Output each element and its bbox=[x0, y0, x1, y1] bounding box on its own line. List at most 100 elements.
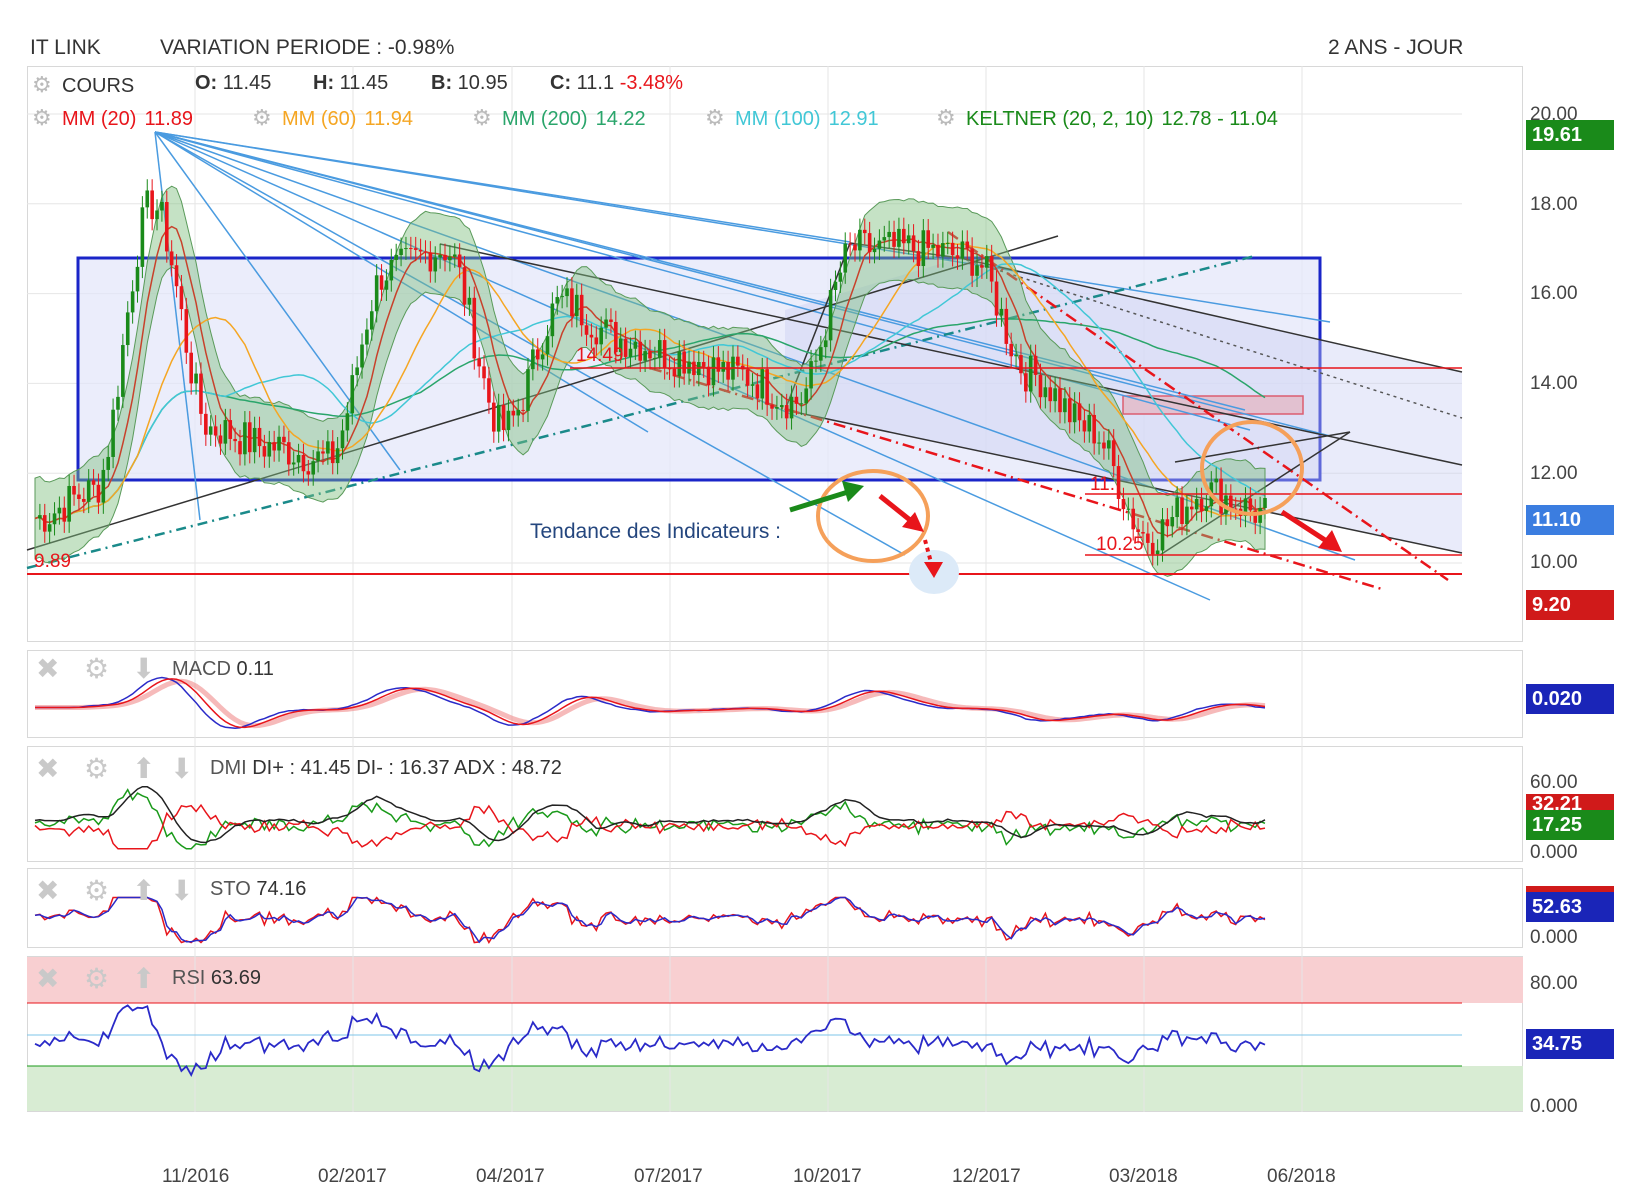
candle-body bbox=[1224, 495, 1228, 514]
candle-body bbox=[1141, 532, 1145, 534]
candle-body bbox=[736, 356, 740, 366]
gear-icon[interactable]: ⚙ bbox=[472, 105, 492, 130]
down-arrow bbox=[878, 494, 912, 522]
candle-body bbox=[911, 235, 916, 252]
candle-body bbox=[1063, 398, 1067, 413]
candle-body bbox=[814, 360, 818, 362]
candle-body bbox=[272, 442, 276, 451]
candle-body bbox=[335, 448, 340, 464]
candle-body bbox=[882, 237, 887, 241]
candle-body bbox=[677, 351, 682, 377]
dmi-panel bbox=[27, 746, 1523, 862]
candle-body bbox=[809, 361, 813, 389]
candle-body bbox=[194, 373, 198, 384]
candle-body bbox=[365, 329, 369, 345]
candle-body bbox=[1077, 403, 1082, 421]
close-icon[interactable]: ✖ bbox=[36, 963, 60, 994]
candle-body bbox=[848, 243, 852, 245]
gear-icon[interactable]: ⚙ bbox=[84, 653, 110, 684]
period-variation: VARIATION PERIODE : -0.98% bbox=[160, 36, 455, 59]
candle-body bbox=[301, 455, 306, 472]
candle-body bbox=[374, 275, 379, 312]
candle-body bbox=[887, 231, 891, 238]
dotted-arrow-head bbox=[924, 562, 943, 578]
candle-body bbox=[379, 275, 384, 290]
candle-body bbox=[921, 230, 926, 267]
candle-body bbox=[1233, 508, 1238, 510]
candle-body bbox=[1126, 508, 1131, 510]
indicator-circle bbox=[816, 469, 930, 563]
arrow-down-icon[interactable]: ⬇ bbox=[132, 653, 156, 684]
price-down-arrow bbox=[1280, 509, 1330, 545]
candle-body bbox=[643, 351, 647, 361]
close-icon[interactable]: ✖ bbox=[36, 875, 60, 906]
gear-icon[interactable]: ⚙ bbox=[32, 105, 52, 130]
rsi-tick-0: 0.000 bbox=[1530, 1096, 1578, 1112]
arrow-up-icon[interactable]: ⬆ bbox=[132, 875, 156, 906]
candle-body bbox=[384, 280, 389, 290]
candle-body bbox=[545, 336, 550, 355]
candle-body bbox=[1053, 388, 1057, 402]
candle-body bbox=[604, 319, 608, 328]
candle-body bbox=[350, 375, 355, 414]
trend-line-6 bbox=[959, 257, 1463, 373]
candle-body bbox=[389, 259, 394, 281]
candle-body bbox=[555, 297, 560, 304]
candle-body bbox=[745, 369, 750, 386]
candle-body bbox=[779, 405, 784, 408]
time-range[interactable]: 2 ANS - JOUR bbox=[1328, 36, 1464, 59]
high-label: H: bbox=[313, 72, 335, 94]
candle-body bbox=[823, 340, 828, 348]
candle-body bbox=[579, 294, 584, 326]
candle-body bbox=[755, 384, 760, 399]
gear-icon[interactable]: ⚙ bbox=[936, 105, 956, 130]
candle-body bbox=[184, 309, 189, 353]
candle-body bbox=[1107, 440, 1111, 449]
gear-icon[interactable]: ⚙ bbox=[84, 875, 110, 906]
candle-body bbox=[413, 248, 418, 250]
candle-body bbox=[833, 281, 838, 291]
candle-body bbox=[858, 229, 862, 251]
gear-icon[interactable]: ⚙ bbox=[84, 753, 110, 784]
candle-body bbox=[1160, 519, 1165, 551]
candle-body bbox=[994, 281, 999, 316]
x-label-1: 11/2016 bbox=[162, 1166, 230, 1187]
candle-body bbox=[819, 347, 823, 361]
candle-body bbox=[750, 384, 755, 386]
keltner-band bbox=[34, 185, 1266, 577]
x-label-3: 04/2017 bbox=[476, 1166, 545, 1187]
ohlc-high: H: 11.45 bbox=[313, 72, 388, 95]
close-icon[interactable]: ✖ bbox=[36, 653, 60, 684]
candle-body bbox=[794, 396, 799, 404]
candle-body bbox=[1204, 506, 1209, 511]
arrow-up-icon[interactable]: ⬆ bbox=[132, 963, 156, 994]
y-tick-10: 10.00 bbox=[1530, 552, 1578, 573]
gear-icon[interactable]: ⚙ bbox=[32, 72, 52, 97]
candle-body bbox=[101, 469, 106, 503]
gear-icon[interactable]: ⚙ bbox=[252, 105, 272, 130]
candle-body bbox=[91, 480, 96, 485]
candle-body bbox=[369, 311, 374, 330]
candle-body bbox=[77, 494, 81, 499]
instrument-title: IT LINK bbox=[30, 36, 101, 59]
candle-body bbox=[838, 272, 843, 282]
cours-label: COURS bbox=[62, 75, 135, 97]
candle-body bbox=[867, 233, 872, 253]
rsi-line bbox=[34, 1004, 1266, 1078]
gear-icon[interactable]: ⚙ bbox=[705, 105, 725, 130]
candle-body bbox=[306, 471, 311, 475]
arrow-down-icon[interactable]: ⬇ bbox=[170, 875, 194, 906]
close-change: -3.48% bbox=[619, 72, 684, 94]
close-icon[interactable]: ✖ bbox=[36, 753, 60, 784]
candle-body bbox=[633, 341, 638, 349]
ohlc-close: C: 11.1 -3.48% bbox=[550, 72, 683, 95]
candle-body bbox=[140, 207, 145, 267]
candle-body bbox=[902, 228, 906, 244]
gear-icon[interactable]: ⚙ bbox=[84, 963, 110, 994]
arrow-up-icon[interactable]: ⬆ bbox=[132, 753, 156, 784]
candle-body bbox=[628, 348, 633, 357]
candle-body bbox=[574, 294, 579, 317]
candle-body bbox=[609, 319, 613, 322]
arrow-down-icon[interactable]: ⬇ bbox=[170, 753, 194, 784]
